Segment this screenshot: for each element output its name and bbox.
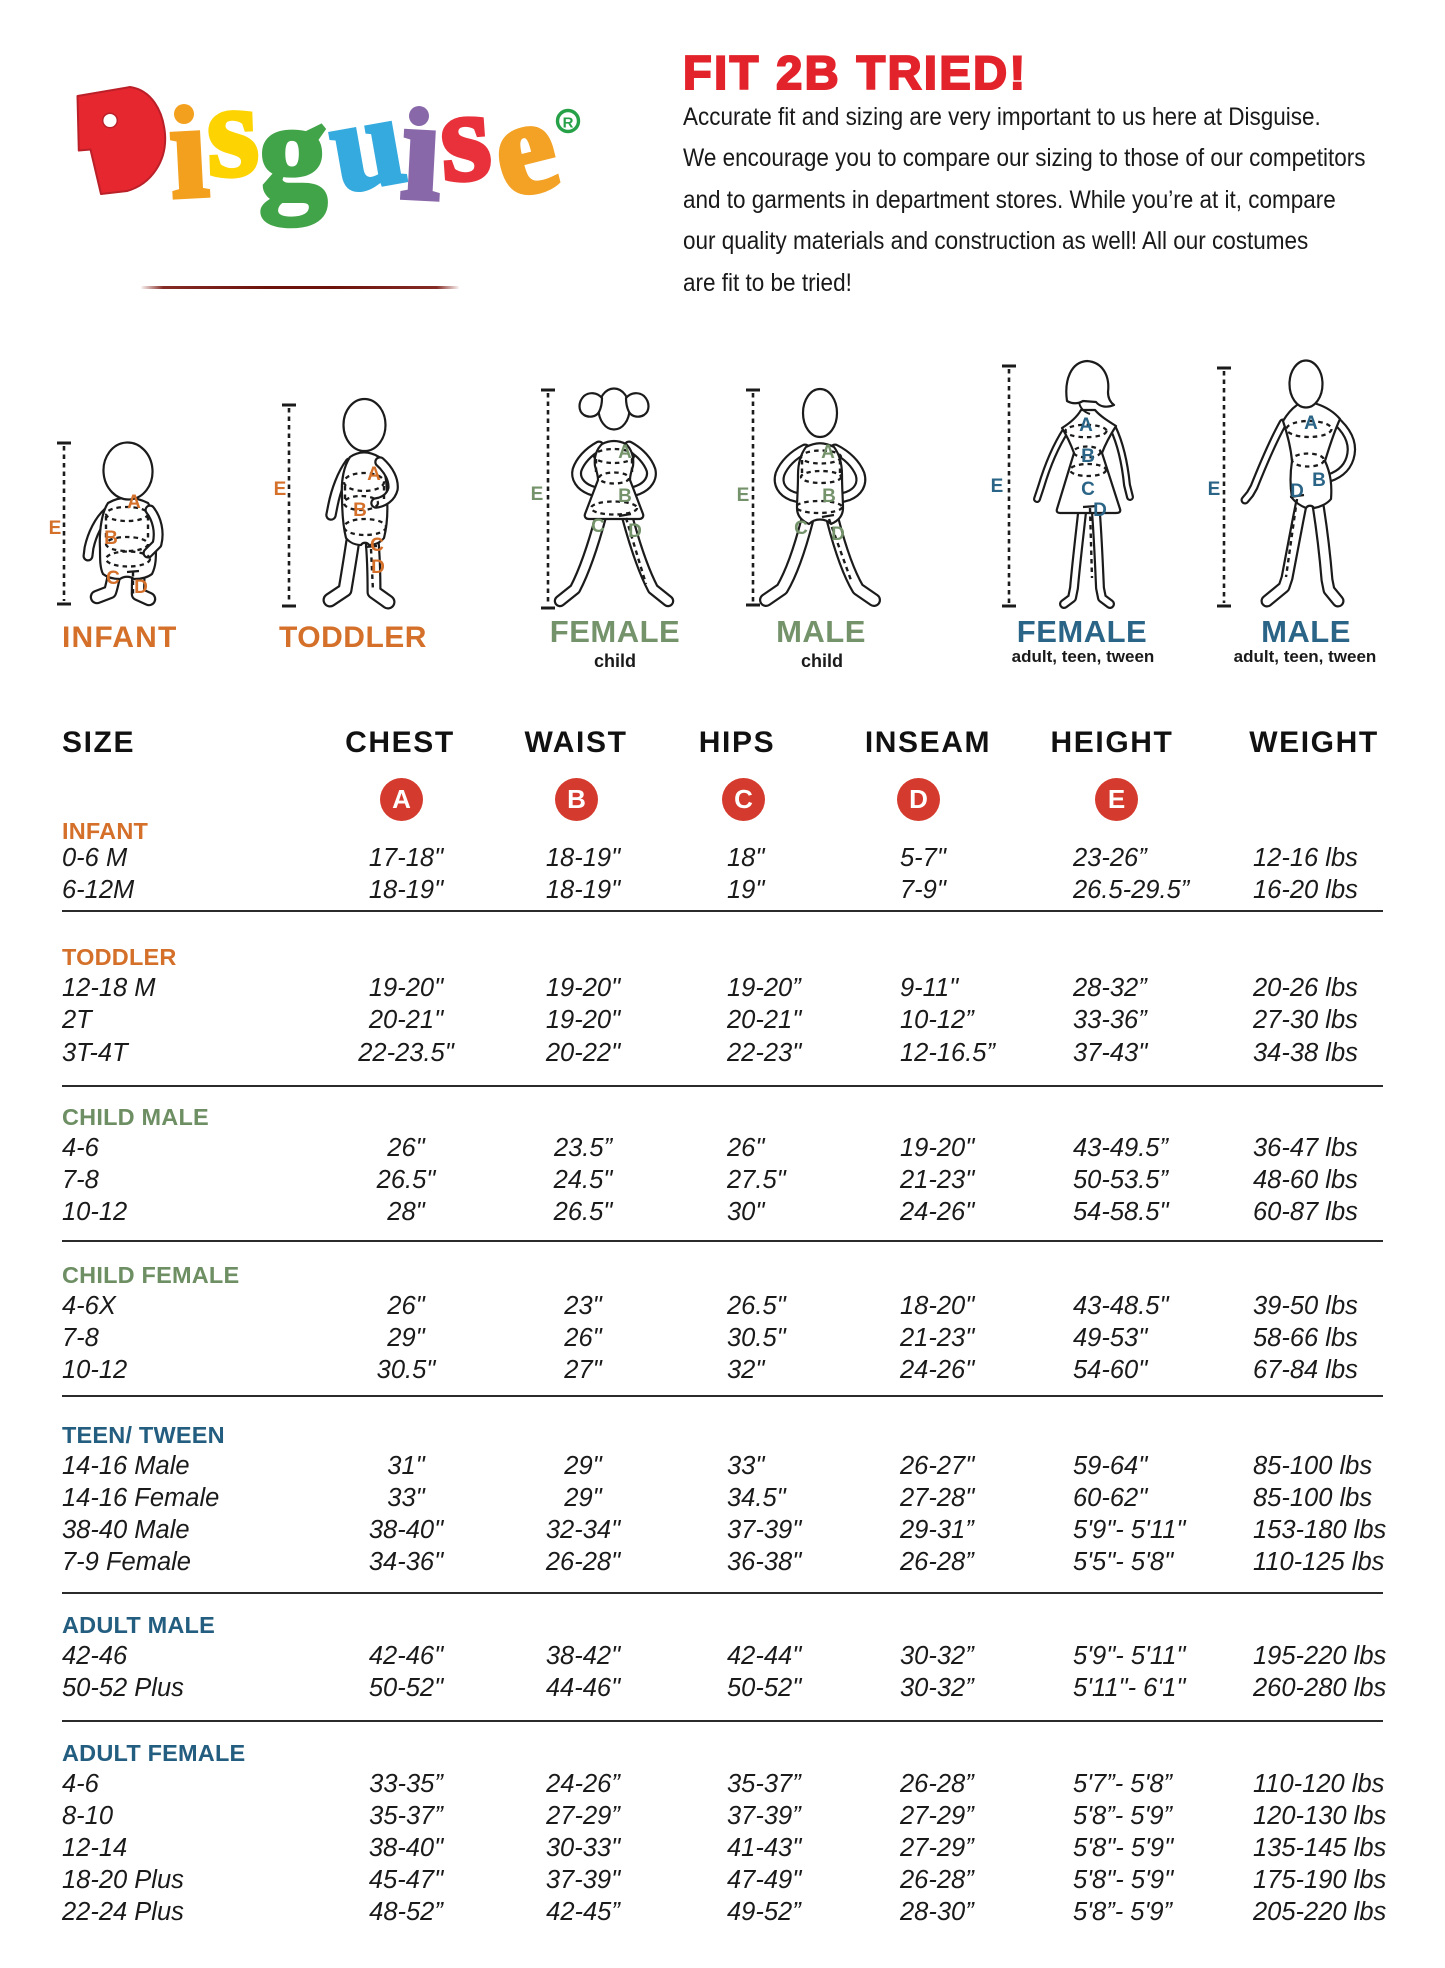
svg-text:A: A bbox=[127, 492, 141, 513]
svg-text:A: A bbox=[1304, 413, 1318, 434]
svg-text:MALE: MALE bbox=[776, 614, 866, 649]
svg-text:D: D bbox=[134, 577, 148, 598]
svg-text:A: A bbox=[1079, 415, 1093, 436]
svg-text:adult, teen, tween: adult, teen, tween bbox=[1234, 647, 1377, 666]
svg-text:D: D bbox=[1093, 500, 1107, 521]
svg-text:B: B bbox=[1081, 446, 1095, 467]
svg-text:B: B bbox=[1312, 470, 1326, 491]
svg-text:INFANT: INFANT bbox=[62, 621, 178, 654]
svg-text:ı: ı bbox=[397, 70, 446, 232]
svg-text:C: C bbox=[1081, 479, 1095, 500]
svg-text:FEMALE: FEMALE bbox=[550, 614, 680, 649]
svg-text:TODDLER: TODDLER bbox=[279, 621, 427, 654]
svg-text:E: E bbox=[991, 476, 1004, 497]
svg-text:child: child bbox=[594, 651, 636, 671]
svg-text:B: B bbox=[618, 486, 632, 507]
svg-text:C: C bbox=[106, 568, 120, 589]
svg-text:B: B bbox=[353, 500, 367, 521]
svg-text:E: E bbox=[1208, 479, 1221, 500]
svg-text:A: A bbox=[821, 442, 835, 463]
svg-text:child: child bbox=[801, 651, 843, 671]
svg-text:adult, teen, tween: adult, teen, tween bbox=[1012, 647, 1155, 666]
svg-text:D: D bbox=[831, 524, 845, 545]
svg-text:E: E bbox=[531, 484, 544, 505]
svg-text:D: D bbox=[628, 521, 642, 542]
svg-text:E: E bbox=[274, 479, 287, 500]
svg-text:B: B bbox=[104, 528, 118, 549]
svg-text:E: E bbox=[49, 518, 62, 539]
svg-text:ı: ı bbox=[165, 73, 211, 228]
svg-text:R: R bbox=[563, 115, 574, 132]
svg-text:g: g bbox=[259, 76, 327, 226]
svg-text:s: s bbox=[204, 55, 261, 205]
svg-text:s: s bbox=[435, 64, 495, 209]
svg-text:MALE: MALE bbox=[1261, 614, 1351, 649]
svg-text:A: A bbox=[367, 464, 381, 485]
svg-text:C: C bbox=[794, 518, 808, 539]
svg-text:D: D bbox=[371, 557, 385, 578]
svg-text:A: A bbox=[618, 442, 632, 463]
svg-text:C: C bbox=[591, 516, 605, 537]
svg-text:C: C bbox=[370, 535, 384, 556]
svg-text:D: D bbox=[1290, 481, 1304, 502]
svg-text:E: E bbox=[737, 485, 750, 506]
svg-text:FEMALE: FEMALE bbox=[1017, 614, 1147, 649]
svg-text:B: B bbox=[822, 486, 836, 507]
